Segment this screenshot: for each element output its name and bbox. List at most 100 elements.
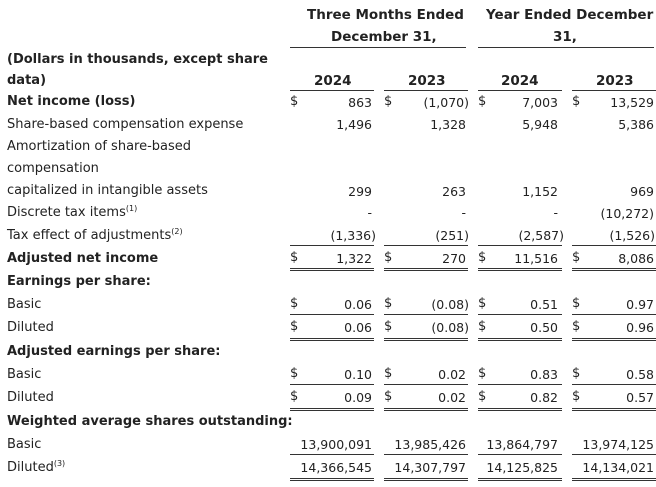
cell-amort-q2024: 299: [348, 184, 372, 199]
footnote-3: (3): [53, 459, 66, 468]
rule-eps-basic: [478, 314, 562, 315]
year-rule-2: [384, 90, 468, 91]
year-rule-1: [290, 90, 374, 91]
header-year-ended-line1: Year Ended December: [486, 7, 654, 23]
cell-net-income-y2024: 7,003: [522, 95, 558, 110]
cell-aeps-diluted-y2023: 0.57: [626, 390, 654, 405]
double-rule: [478, 338, 562, 341]
cell-discrete-q2023: -: [461, 205, 466, 220]
rule-eps-basic: [572, 314, 656, 315]
footnote-2: (2): [171, 227, 183, 236]
cell-net-income-q2023: (1,070): [423, 95, 469, 110]
double-rule: [478, 478, 562, 481]
cell-tax-effect-q2024: (1,336): [330, 228, 376, 243]
rule-aeps-basic: [290, 384, 374, 385]
cell-wa-basic-y2023: 13,974,125: [582, 437, 654, 452]
cell-eps-basic-y2023: 0.97: [626, 297, 654, 312]
cell-aeps-diluted-y2024: 0.82: [530, 390, 558, 405]
dollar-sign: $: [572, 366, 581, 381]
dollar-sign: $: [384, 366, 393, 381]
header-rule-year-ended: [478, 47, 654, 48]
double-rule: [290, 408, 374, 411]
row-label-amort-line3: capitalized in intangible assets: [7, 183, 208, 198]
section-weighted-average-shares: Weighted average shares outstanding:: [7, 414, 293, 429]
cell-amort-y2023: 969: [630, 184, 654, 199]
footnote-1: (1): [125, 204, 138, 213]
cell-aeps-basic-y2024: 0.83: [530, 367, 558, 382]
cell-wa-diluted-y2023: 14,134,021: [582, 460, 654, 475]
row-label-wa-basic: Basic: [7, 437, 42, 452]
double-rule: [572, 408, 656, 411]
dollar-sign: $: [384, 389, 393, 404]
dollars-note-line2: data): [7, 73, 47, 88]
rule-eps-basic: [384, 314, 468, 315]
rule-before-adjusted: [478, 245, 562, 246]
cell-discrete-y2024: -: [553, 205, 558, 220]
cell-aeps-basic-q2023: 0.02: [438, 367, 466, 382]
rule-eps-basic: [290, 314, 374, 315]
double-rule: [572, 268, 656, 271]
dollar-sign: $: [572, 389, 581, 404]
dollar-sign: $: [572, 94, 581, 109]
cell-eps-basic-y2024: 0.51: [530, 297, 558, 312]
dollar-sign: $: [572, 296, 581, 311]
cell-sbc-q2024: 1,496: [336, 117, 372, 132]
cell-net-income-y2023: 13,529: [610, 95, 654, 110]
dollars-note-line1: (Dollars in thousands, except share: [7, 52, 268, 67]
dollar-sign: $: [290, 366, 299, 381]
cell-sbc-y2024: 5,948: [522, 117, 558, 132]
cell-eps-diluted-y2024: 0.50: [530, 320, 558, 335]
row-label-sbc: Share-based compensation expense: [7, 117, 244, 132]
row-label-amort-line2: compensation: [7, 161, 99, 176]
cell-adj-net-q2024: 1,322: [336, 251, 372, 266]
dollar-sign: $: [478, 250, 487, 265]
cell-discrete-y2023: (10,272): [600, 206, 655, 221]
rule-before-adjusted: [572, 245, 656, 246]
row-label-eps-diluted: Diluted: [7, 320, 54, 335]
cell-wa-diluted-q2024: 14,366,545: [300, 460, 372, 475]
cell-eps-diluted-y2023: 0.96: [626, 320, 654, 335]
year-rule-3: [478, 90, 562, 91]
cell-aeps-basic-y2023: 0.58: [626, 367, 654, 382]
rule-before-adjusted: [290, 245, 374, 246]
dollar-sign: $: [384, 296, 393, 311]
rule-wa-basic: [572, 454, 656, 455]
dollar-sign: $: [478, 389, 487, 404]
row-label-eps-basic: Basic: [7, 297, 42, 312]
dollar-sign: $: [290, 94, 299, 109]
dollar-sign: $: [384, 319, 393, 334]
cell-eps-basic-q2023: (0.08): [431, 297, 469, 312]
cell-wa-diluted-q2023: 14,307,797: [394, 460, 466, 475]
dollar-sign: $: [572, 319, 581, 334]
row-label-aeps-basic: Basic: [7, 367, 42, 382]
cell-adj-net-q2023: 270: [442, 251, 466, 266]
cell-adj-net-y2023: 8,086: [618, 251, 654, 266]
row-label-discrete: Discrete tax items(1): [7, 204, 138, 221]
cell-sbc-q2023: 1,328: [430, 117, 466, 132]
cell-sbc-y2023: 5,386: [618, 117, 654, 132]
double-rule: [290, 338, 374, 341]
section-earnings-per-share: Earnings per share:: [7, 274, 151, 289]
dollar-sign: $: [384, 250, 393, 265]
dollar-sign: $: [478, 319, 487, 334]
cell-aeps-diluted-q2024: 0.09: [344, 390, 372, 405]
rule-wa-basic: [290, 454, 374, 455]
rule-before-adjusted: [384, 245, 468, 246]
double-rule: [384, 268, 468, 271]
cell-adj-net-y2024: 11,516: [514, 251, 558, 266]
cell-amort-y2024: 1,152: [522, 184, 558, 199]
year-rule-4: [572, 90, 656, 91]
year-col-4: 2023: [596, 73, 634, 89]
header-rule-three-months: [290, 47, 466, 48]
rule-wa-basic: [478, 454, 562, 455]
row-label-net-income: Net income (loss): [7, 94, 136, 109]
row-label-wa-diluted: Diluted(3): [7, 459, 66, 476]
cell-amort-q2023: 263: [442, 184, 466, 199]
double-rule: [384, 478, 468, 481]
cell-tax-effect-q2023: (251): [435, 228, 469, 243]
row-label-amort-line1: Amortization of share-based: [7, 139, 192, 154]
dollar-sign: $: [478, 94, 487, 109]
rule-aeps-basic: [384, 384, 468, 385]
dollar-sign: $: [478, 296, 487, 311]
cell-wa-basic-q2024: 13,900,091: [300, 437, 372, 452]
